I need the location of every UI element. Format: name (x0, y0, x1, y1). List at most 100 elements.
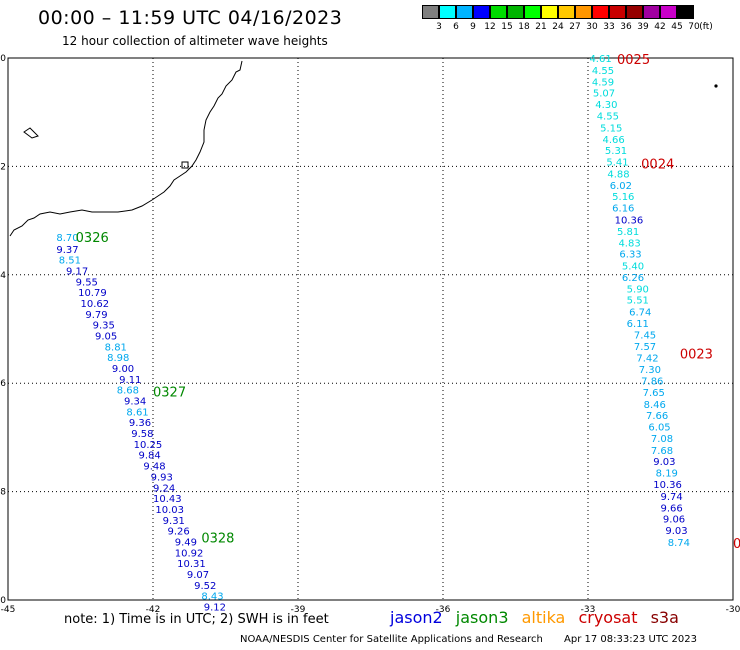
colorbar-label: 42 (654, 22, 666, 32)
page-title: 00:00 – 11:59 UTC 04/16/2023 (38, 7, 343, 29)
wave-height-value: 4.30 (595, 100, 617, 111)
page-subtitle: 12 hour collection of altimeter wave hei… (62, 34, 328, 48)
wave-height-value: 10.31 (177, 559, 206, 570)
pass-time-label: 0025 (617, 53, 650, 68)
wave-height-value: 6.26 (622, 273, 644, 284)
wave-height-value: 8.98 (107, 353, 129, 364)
legend-jason2: jason2 (390, 608, 443, 627)
wave-height-value: 8.68 (117, 386, 139, 397)
wave-height-value: 4.66 (603, 135, 625, 146)
wave-height-value: 10.62 (81, 299, 110, 310)
wave-height-value: 9.17 (66, 266, 88, 277)
colorbar-swatch (439, 5, 456, 19)
x-tick-label: -33 (581, 605, 596, 615)
wave-height-value: 4.83 (618, 238, 640, 249)
wave-height-value: 10.25 (134, 440, 163, 451)
colorbar-label: 30 (586, 22, 598, 32)
wave-height-value: 10.36 (653, 480, 682, 491)
wave-height-value: 9.12 (204, 603, 226, 614)
colorbar-swatch (473, 5, 490, 19)
wave-height-value: 9.37 (56, 245, 78, 256)
wave-height-value: 7.57 (634, 342, 656, 353)
island-shape (23, 127, 39, 139)
wave-height-value: 7.42 (636, 354, 658, 365)
colorbar-swatch (643, 5, 660, 19)
wave-height-value: 4.55 (592, 66, 614, 77)
y-tick-label: -28 (0, 488, 6, 498)
colorbar-label: 12 (484, 22, 496, 32)
wave-height-value: 9.66 (661, 503, 683, 514)
wave-height-value: 9.00 (112, 364, 134, 375)
wave-height-value: 9.48 (143, 462, 165, 473)
y-tick-label: -24 (0, 271, 6, 281)
wave-height-value: 7.65 (643, 388, 665, 399)
wave-height-value: 9.31 (163, 516, 185, 527)
wave-height-value: 9.55 (76, 277, 98, 288)
colorbar-swatch (677, 5, 694, 19)
map-frame (7, 57, 734, 601)
wave-height-value: 10.92 (175, 548, 204, 559)
x-tick-label: -30 (726, 605, 740, 615)
colorbar-label: 9 (470, 22, 476, 32)
wave-height-value: 10.03 (155, 505, 184, 516)
wave-height-value: 4.88 (607, 169, 629, 180)
wave-height-value: 8.70 (56, 233, 78, 244)
wave-height-value: 5.51 (627, 296, 649, 307)
satellite-passes: 8.709.378.519.179.5510.7910.629.799.359.… (56, 53, 740, 613)
pass-time-label: 00 (733, 537, 740, 552)
legend-cryosat: cryosat (578, 608, 638, 627)
colorbar-swatch (507, 5, 524, 19)
y-tick-label: -20 (0, 54, 6, 64)
footer-source: NOAA/NESDIS Center for Satellite Applica… (240, 634, 543, 645)
colorbar-label: 6 (453, 22, 459, 32)
wave-height-value: 9.58 (131, 429, 153, 440)
graticule: -45 -42 -39 -36 -33 -30 -20 -22 -24 -26 -28 -30 (0, 54, 740, 615)
wave-height-value: 8.19 (656, 469, 678, 480)
wave-height-value: 7.30 (639, 365, 661, 376)
wave-height-value: 5.90 (627, 284, 649, 295)
wave-height-value: 9.07 (187, 570, 209, 581)
wave-height-value: 5.40 (622, 262, 644, 273)
satellite-legend: jason2 jason3 altika cryosat s3a (390, 608, 687, 627)
colorbar-label: 36 (620, 22, 632, 32)
colorbar-label: 27 (569, 22, 581, 32)
colorbar-swatch (575, 5, 592, 19)
colorbar-label: 70 (688, 22, 700, 32)
colorbar-swatch (456, 5, 473, 19)
wave-height-value: 6.05 (648, 423, 670, 434)
wave-height-value: 7.66 (646, 411, 668, 422)
wave-height-value: 9.06 (663, 515, 685, 526)
wave-height-value: 6.33 (619, 250, 641, 261)
wave-height-value: 4.59 (592, 77, 614, 88)
colorbar-label: 18 (518, 22, 530, 32)
wave-height-value: 8.74 (668, 538, 690, 549)
colorbar-label: 24 (552, 22, 564, 32)
pass-time-label: 0327 (153, 385, 186, 400)
wave-height-value: 9.34 (124, 397, 146, 408)
colorbar-swatch (592, 5, 609, 19)
wave-height-value: 9.49 (175, 537, 197, 548)
wave-height-value: 6.16 (612, 204, 634, 215)
wave-height-value: 7.08 (651, 434, 673, 445)
wave-height-value: 4.55 (597, 111, 619, 122)
wave-height-value: 7.68 (651, 446, 673, 457)
wave-height-value: 9.52 (194, 581, 216, 592)
wave-height-value: 8.61 (126, 407, 148, 418)
legend-jason3: jason3 (455, 608, 509, 627)
x-tick-label: -45 (1, 605, 16, 615)
colorbar-unit: (ft) (699, 22, 713, 32)
coastline (9, 60, 243, 237)
wave-height-value: 9.35 (93, 321, 115, 332)
x-tick-label: -39 (291, 605, 306, 615)
wave-height-value: 9.79 (85, 310, 107, 321)
colorbar-swatch (524, 5, 541, 19)
wave-height-value: 5.16 (612, 192, 634, 203)
footer: NOAA/NESDIS Center for Satellite Applica… (240, 634, 715, 645)
colorbar-label: 39 (637, 22, 649, 32)
wave-height-value: 9.93 (151, 472, 173, 483)
colorbar-label: 45 (671, 22, 683, 32)
colorbar-swatch (558, 5, 575, 19)
colorbar-swatch (422, 5, 439, 19)
y-tick-label: -26 (0, 379, 6, 389)
wave-height-value: 5.15 (600, 123, 622, 134)
